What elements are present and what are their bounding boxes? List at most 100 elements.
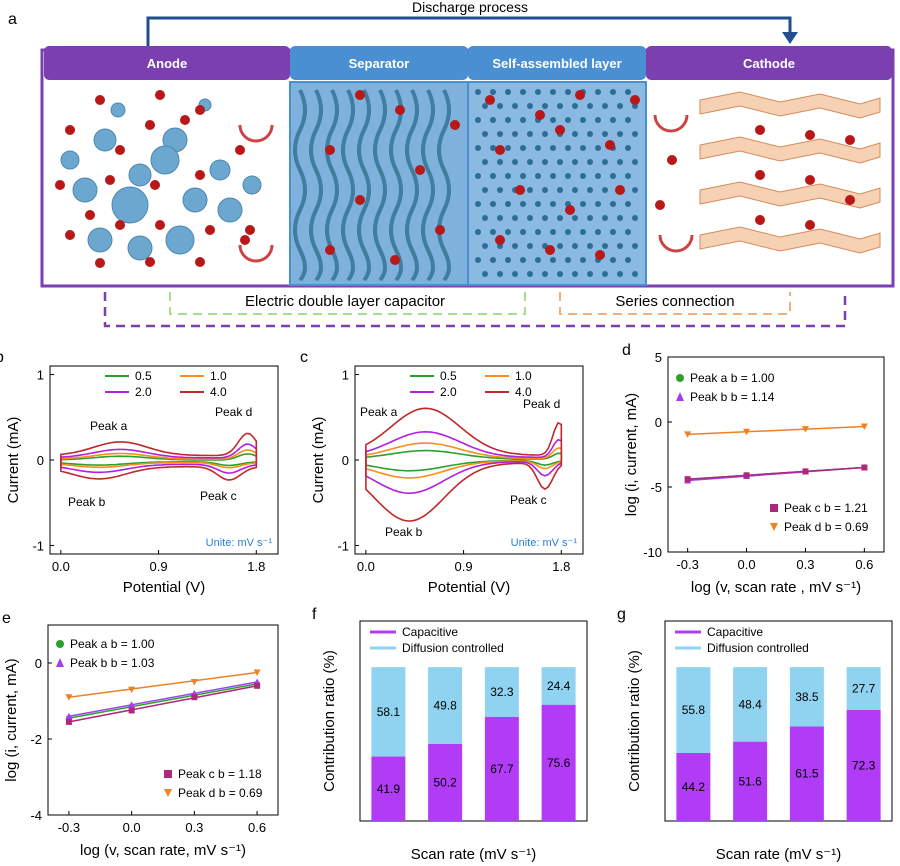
edlc-label: Electric double layer capacitor [245,293,445,310]
lattice-node [482,271,488,277]
lattice-node [595,173,601,179]
axes-frame [667,356,885,553]
lattice-node [557,187,563,193]
ion [755,125,765,135]
ion [325,245,335,255]
separator-fiber [293,89,307,282]
legend-label: Peak b b = 1.03 [70,656,155,670]
data-point [65,712,73,720]
lattice-node [520,173,526,179]
lattice-node [580,201,586,207]
y-tick-label: -10 [643,545,662,560]
legend-label: Capacitive [402,625,458,639]
bar-diffusion [541,667,576,705]
lattice-node [587,243,593,249]
legend-label: Peak d b = 0.69 [784,520,869,534]
y-tick-label: 0 [655,415,662,430]
legend-label: Peak d b = 0.69 [178,786,263,800]
legend-label: 1.0 [210,369,227,383]
lattice-node [602,187,608,193]
data-point [128,686,136,694]
lattice-node [632,159,638,165]
y-axis-title: Contribution ratio (%) [626,650,643,792]
units-note: Unite: mV s⁻¹ [511,537,578,549]
bar-diffusion [733,667,768,742]
data-point [802,468,809,475]
x-tick-label: -0.3 [58,820,80,835]
lattice-node [490,89,496,95]
annotation-peak-d: Peak d [523,397,560,411]
lattice-node [527,187,533,193]
ion [95,95,105,105]
lattice-node [602,271,608,277]
lattice-node [490,201,496,207]
ion [605,140,615,150]
ion [115,220,125,230]
lattice-node [497,271,503,277]
lattice-node [557,243,563,249]
ion [450,120,460,130]
fit-line-Peak a [68,683,258,719]
lattice-node [497,215,503,221]
lattice-node [475,173,481,179]
lattice-node [587,159,593,165]
legend-label: Diffusion controlled [707,641,809,655]
y-axis-title: log (i, current, mA) [623,393,640,516]
data-point [128,701,136,708]
lattice-node [557,159,563,165]
discharge-arrow-line [146,16,792,48]
lattice-node [595,229,601,235]
lattice-node [625,229,631,235]
lattice-node [572,243,578,249]
anode-particle [87,227,113,253]
lattice-node [520,257,526,263]
lattice-node [550,117,556,123]
lattice-node [505,117,511,123]
bar-diffusion [484,667,519,717]
y-tick-label: -1 [32,538,44,553]
separator-fiber [341,89,355,282]
bar-capacitive [541,704,576,821]
anode-particle [93,128,117,152]
discharge-arrow-head [782,32,798,44]
separator-fiber [405,89,419,282]
lattice-node [587,103,593,109]
lattice-node [482,243,488,249]
y-tick-label: -5 [650,480,662,495]
lattice-node [565,257,571,263]
lattice-node [572,103,578,109]
lattice-node [610,117,616,123]
cathode-layer [699,226,881,254]
edlc-bracket [169,292,526,315]
anode-arc [238,124,274,143]
ion [630,95,640,105]
bar-label-diffusion: 55.8 [682,703,706,717]
fit-line-Peak c [68,685,258,723]
panel-a: a Discharge process Anode Separator Self-ass… [8,0,895,328]
anode-particle [111,186,149,224]
x-axis-title: Potential (V) [123,579,206,596]
y-tick-label: 5 [655,350,662,365]
x-tick-label: 0.3 [796,557,814,572]
ion [65,125,75,135]
legend-label: 0.5 [135,369,152,383]
bar-diffusion [846,667,881,710]
ion [195,257,205,267]
ion [155,220,165,230]
lattice-node [475,89,481,95]
legend-label: 4.0 [210,385,227,399]
ion [485,95,495,105]
axes-frame [359,620,588,822]
x-tick-label: 0.0 [123,820,141,835]
lattice-node [632,131,638,137]
bar-diffusion [789,667,824,727]
ion [495,235,505,245]
lattice-node [610,173,616,179]
y-axis-title: Current (mA) [5,417,22,504]
outer-dashed-bracket [103,292,847,328]
legend-marker [676,392,684,401]
cathode-arc [658,234,694,253]
lattice-node [602,131,608,137]
legend-label: Peak b b = 1.14 [690,390,775,404]
